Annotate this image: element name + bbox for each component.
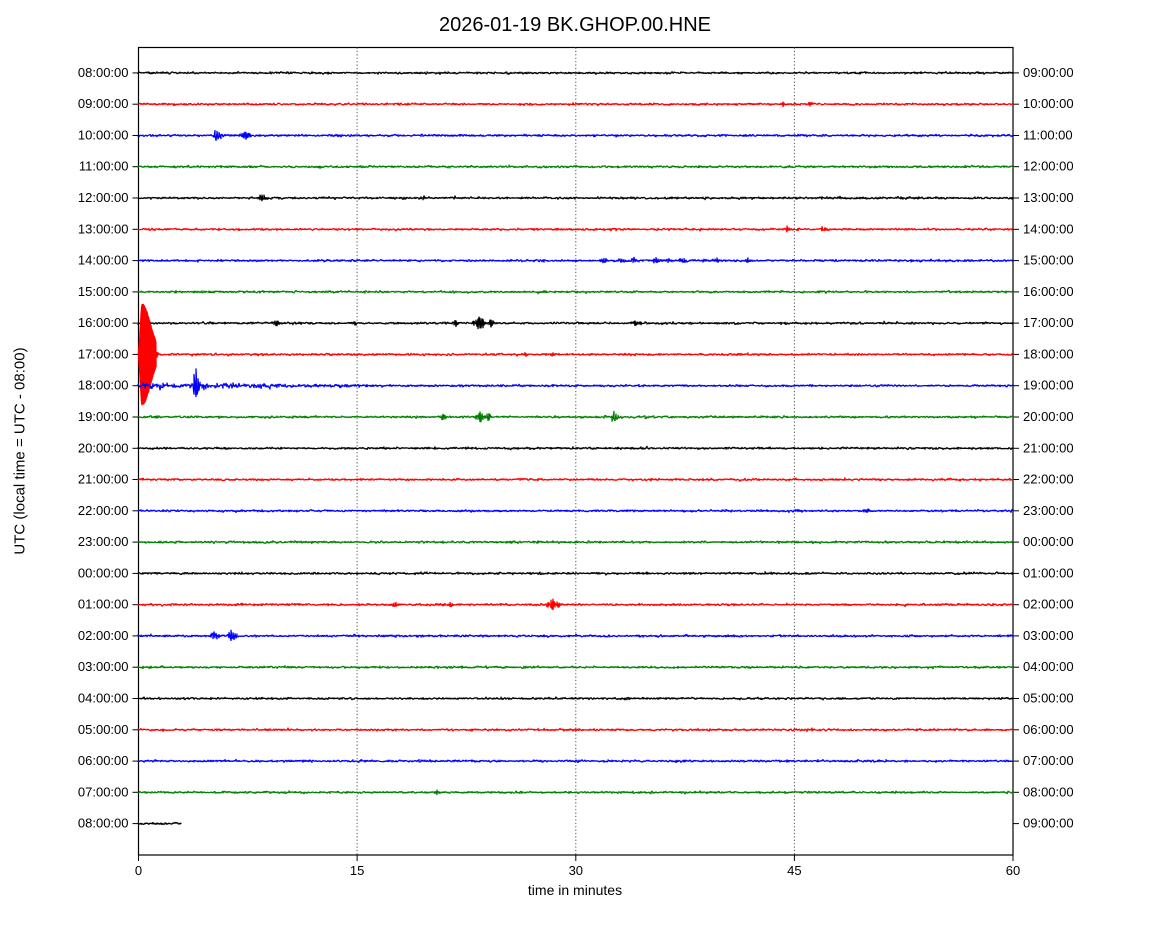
svg-text:12:00:00: 12:00:00 (78, 190, 129, 205)
svg-text:05:00:00: 05:00:00 (1023, 691, 1074, 706)
svg-text:10:00:00: 10:00:00 (1023, 96, 1074, 111)
svg-text:09:00:00: 09:00:00 (1023, 65, 1074, 80)
svg-text:02:00:00: 02:00:00 (78, 628, 129, 643)
svg-text:14:00:00: 14:00:00 (1023, 221, 1074, 236)
svg-text:02:00:00: 02:00:00 (1023, 597, 1074, 612)
svg-text:0: 0 (135, 863, 142, 878)
svg-text:30: 30 (569, 863, 583, 878)
svg-text:17:00:00: 17:00:00 (78, 346, 129, 361)
svg-text:08:00:00: 08:00:00 (78, 65, 129, 80)
svg-text:07:00:00: 07:00:00 (78, 784, 129, 799)
svg-text:03:00:00: 03:00:00 (1023, 628, 1074, 643)
svg-text:11:00:00: 11:00:00 (79, 159, 129, 174)
svg-text:04:00:00: 04:00:00 (78, 691, 129, 706)
svg-text:16:00:00: 16:00:00 (1023, 284, 1074, 299)
svg-text:05:00:00: 05:00:00 (78, 722, 129, 737)
svg-text:23:00:00: 23:00:00 (78, 534, 129, 549)
svg-text:20:00:00: 20:00:00 (1023, 409, 1074, 424)
svg-text:12:00:00: 12:00:00 (1023, 159, 1074, 174)
svg-text:45: 45 (787, 863, 801, 878)
svg-text:10:00:00: 10:00:00 (78, 128, 129, 143)
svg-text:18:00:00: 18:00:00 (78, 378, 129, 393)
svg-text:01:00:00: 01:00:00 (78, 597, 129, 612)
svg-text:15:00:00: 15:00:00 (78, 284, 129, 299)
svg-text:15: 15 (350, 863, 364, 878)
svg-text:00:00:00: 00:00:00 (78, 565, 129, 580)
svg-text:01:00:00: 01:00:00 (1023, 565, 1074, 580)
svg-text:23:00:00: 23:00:00 (1023, 503, 1074, 518)
svg-text:03:00:00: 03:00:00 (78, 659, 129, 674)
svg-text:08:00:00: 08:00:00 (1023, 784, 1074, 799)
svg-text:22:00:00: 22:00:00 (1023, 472, 1074, 487)
svg-text:00:00:00: 00:00:00 (1023, 534, 1074, 549)
svg-text:13:00:00: 13:00:00 (78, 221, 129, 236)
svg-text:15:00:00: 15:00:00 (1023, 253, 1074, 268)
svg-text:18:00:00: 18:00:00 (1023, 346, 1074, 361)
svg-text:17:00:00: 17:00:00 (1023, 315, 1074, 330)
svg-text:16:00:00: 16:00:00 (78, 315, 129, 330)
svg-text:60: 60 (1006, 863, 1020, 878)
svg-text:07:00:00: 07:00:00 (1023, 753, 1074, 768)
svg-text:06:00:00: 06:00:00 (1023, 722, 1074, 737)
svg-text:19:00:00: 19:00:00 (1023, 378, 1074, 393)
svg-text:09:00:00: 09:00:00 (78, 96, 129, 111)
svg-text:19:00:00: 19:00:00 (78, 409, 129, 424)
svg-text:08:00:00: 08:00:00 (78, 816, 129, 831)
svg-text:13:00:00: 13:00:00 (1023, 190, 1074, 205)
svg-text:21:00:00: 21:00:00 (78, 472, 129, 487)
svg-text:21:00:00: 21:00:00 (1023, 440, 1074, 455)
svg-text:09:00:00: 09:00:00 (1023, 816, 1074, 831)
svg-text:20:00:00: 20:00:00 (78, 440, 129, 455)
svg-text:11:00:00: 11:00:00 (1023, 128, 1073, 143)
svg-text:04:00:00: 04:00:00 (1023, 659, 1074, 674)
svg-text:06:00:00: 06:00:00 (78, 753, 129, 768)
svg-text:14:00:00: 14:00:00 (78, 253, 129, 268)
svg-text:22:00:00: 22:00:00 (78, 503, 129, 518)
